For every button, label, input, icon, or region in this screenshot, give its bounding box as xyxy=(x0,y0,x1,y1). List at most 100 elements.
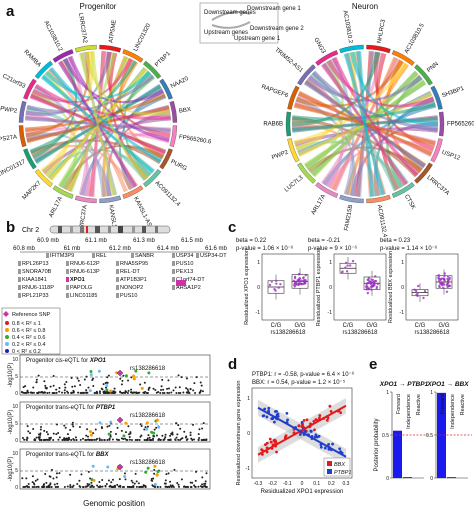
panel-c: c beta = 0.22p-value = 1.06 × 10⁻⁶Residu… xyxy=(228,219,459,336)
snp-point xyxy=(75,438,78,441)
snp-point xyxy=(112,485,115,488)
panel-e: e XPO1 → PTBP1 0 0.5 1 Posterior probability… xyxy=(369,356,472,482)
ld-snp-point xyxy=(92,479,96,483)
chord-arc xyxy=(18,125,27,148)
ld-snp-point xyxy=(98,421,102,425)
boxplot-point xyxy=(366,278,369,281)
snp-point xyxy=(31,391,34,394)
boxplot-point xyxy=(365,282,368,286)
chord-arc xyxy=(74,44,97,53)
snp-point xyxy=(174,386,177,389)
chord-gene-label: FP565260.6 xyxy=(447,122,474,128)
snp-point xyxy=(48,436,51,439)
boxplot-point xyxy=(296,279,300,283)
snp-point xyxy=(103,438,106,441)
chord-arc xyxy=(391,182,415,198)
ld-legend-swatch xyxy=(5,349,9,353)
snp-point xyxy=(201,476,204,479)
snp-point xyxy=(124,478,127,481)
chord-ribbon xyxy=(57,52,117,188)
snp-point xyxy=(177,438,180,441)
ptbp1-point xyxy=(263,407,267,411)
gene-label: RPL26P13 xyxy=(22,261,49,267)
snp-point xyxy=(117,438,120,441)
snp-point xyxy=(164,436,167,439)
chord-gene-label: MAP2K7 xyxy=(22,180,43,201)
ld-snp-point xyxy=(89,373,93,377)
snp-point xyxy=(153,428,156,431)
snp-point xyxy=(126,391,129,394)
snp-point xyxy=(57,438,60,441)
snp-point xyxy=(172,485,175,488)
snp-point xyxy=(38,391,41,394)
snp-point xyxy=(72,391,75,394)
snp-point xyxy=(108,485,111,488)
snp-point xyxy=(140,424,143,427)
ld-snp-point xyxy=(153,464,157,468)
ld-snp-point xyxy=(105,383,109,387)
scatter-ytick: -1 xyxy=(246,466,251,472)
lead-snp-label: rs138286618 xyxy=(130,413,166,419)
boxplot-ytick: 1 xyxy=(329,260,332,266)
boxplot-point xyxy=(437,276,440,279)
panel-d-letter: d xyxy=(228,356,237,373)
ld-legend-swatch xyxy=(5,328,9,332)
snp-point xyxy=(185,387,188,390)
ptbp1-point xyxy=(276,412,280,416)
snp-point xyxy=(106,438,109,441)
boxplot-ytick: -1 xyxy=(400,310,405,316)
gene-label: KIAA1841 xyxy=(22,277,47,283)
boxplot-point xyxy=(277,286,280,289)
ptbp1-point xyxy=(265,415,269,419)
chord-gene-label: PWP2 xyxy=(0,106,18,115)
snp-point xyxy=(167,472,170,475)
snp-point xyxy=(189,434,192,437)
manhattan-ytick: 5 xyxy=(15,374,18,380)
chord-arc xyxy=(285,111,292,137)
snp-point xyxy=(83,391,86,394)
gene-label: REL-DT xyxy=(120,269,141,275)
snp-point xyxy=(85,439,88,441)
snp-point xyxy=(40,438,43,441)
snp-point xyxy=(121,379,124,382)
snp-point xyxy=(52,432,55,435)
snp-point xyxy=(100,438,103,441)
ld-snp-point xyxy=(153,482,157,486)
snp-point xyxy=(106,381,109,384)
snp-point xyxy=(171,484,174,487)
boxplot-ytick: -1 xyxy=(256,310,261,316)
scatter-xtick: -0.3 xyxy=(254,481,263,487)
snp-point xyxy=(132,485,135,488)
snp-point xyxy=(86,483,89,486)
ld-legend-label: 0.4 < R² ≤ 0.6 xyxy=(12,335,45,341)
snp-point xyxy=(80,473,83,476)
snp-point xyxy=(108,438,111,441)
snp-point xyxy=(195,470,198,473)
snp-point xyxy=(86,428,89,431)
snp-point xyxy=(99,391,102,394)
neuron-title: Neuron xyxy=(352,2,378,11)
snp-point xyxy=(36,478,39,481)
gene-annotation-track: 60.9 mb 61.1 mb 61.3 mb 61.5 mb 60.8 mb 61 mb… xyxy=(13,238,227,299)
snp-point xyxy=(150,479,153,482)
boxplot-point xyxy=(274,289,277,292)
scatter-frame xyxy=(251,387,353,479)
chord-gene-label: RPS27A xyxy=(0,134,18,144)
snp-point xyxy=(163,437,166,440)
gene-block xyxy=(66,261,69,266)
boxplot-point xyxy=(446,275,450,278)
snp-point xyxy=(37,374,40,377)
boxplot-point xyxy=(369,282,372,286)
boxplot-point xyxy=(440,277,444,280)
snp-point xyxy=(64,437,67,440)
boxplot-ytick: -1 xyxy=(328,310,333,316)
chord-gene-label: ARL17A xyxy=(48,196,63,219)
boxplot-beta: beta = 0.22 xyxy=(236,238,267,244)
ptbp1-point xyxy=(286,418,289,422)
snp-point xyxy=(202,422,205,425)
snp-point xyxy=(21,477,24,480)
boxplot-point xyxy=(416,294,419,298)
ld-snp-point xyxy=(140,386,144,390)
